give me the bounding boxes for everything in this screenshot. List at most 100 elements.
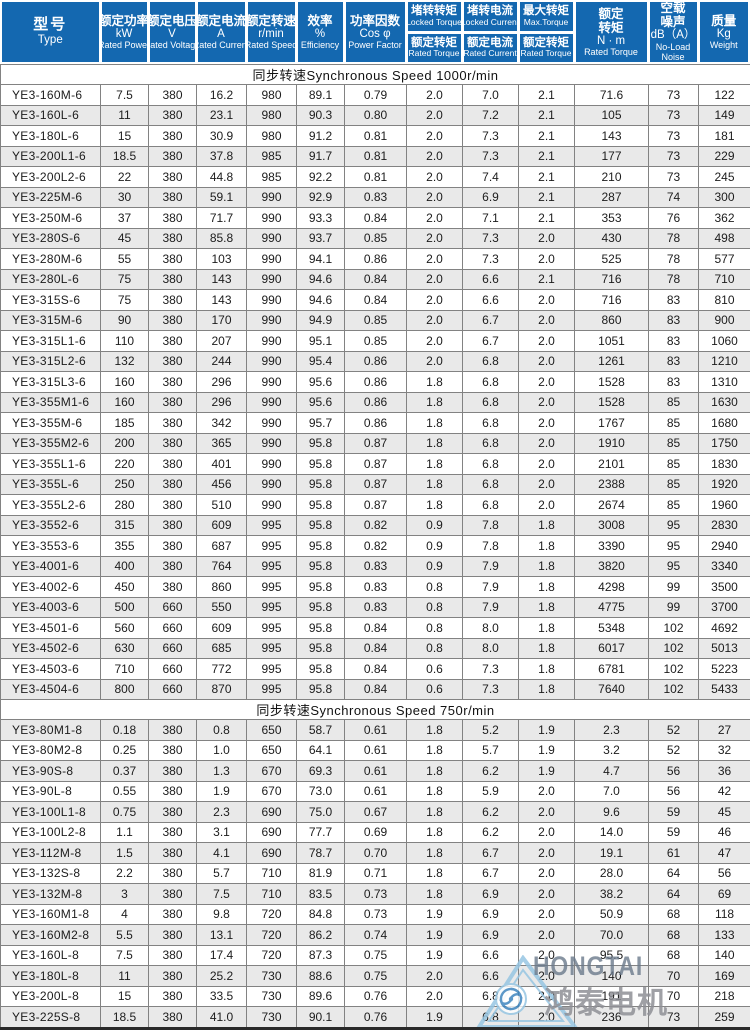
table-row: YE3-4503-6 710 660 772 995 95.8 0.84 0.6 7.3 1.8 6…	[0, 658, 750, 680]
value-cell: 5.7	[196, 862, 247, 884]
value-cell: 0.87	[344, 494, 407, 516]
value-cell: 730	[246, 1006, 297, 1028]
table-row: YE3-4002-6 450 380 860 995 95.8 0.83 0.8 7.9 1.8 4…	[0, 576, 750, 598]
value-cell: 450	[100, 576, 149, 598]
table-row: YE3-250M-6 37 380 71.7 990 93.3 0.84 2.0 7.1 2.1 3…	[0, 207, 750, 229]
header-label: Noise	[661, 52, 685, 62]
value-cell: 86.2	[296, 924, 345, 946]
value-cell: 143	[196, 289, 247, 311]
value-cell: 133	[697, 924, 750, 946]
value-cell: 61	[648, 842, 699, 864]
value-cell: 0.83	[344, 555, 407, 577]
value-cell: 15	[100, 985, 149, 1007]
value-cell: 2388	[574, 473, 649, 495]
value-cell: 73.0	[296, 780, 345, 802]
value-cell: 2.0	[518, 248, 575, 270]
value-cell: 85	[648, 391, 699, 413]
value-cell: 990	[246, 371, 297, 393]
model-cell: YE3-80M1-8	[0, 719, 101, 741]
table-row: YE3-4003-6 500 660 550 995 95.8 0.83 0.8 7.9 1.8 4…	[0, 596, 750, 618]
value-cell: 27	[697, 719, 750, 741]
value-cell: 6.2	[462, 801, 519, 823]
model-cell: YE3-160L-6	[0, 104, 101, 126]
value-cell: 400	[100, 555, 149, 577]
value-cell: 95.8	[296, 555, 345, 577]
value-cell: 1.9	[518, 760, 575, 782]
value-cell: 380	[148, 739, 197, 761]
value-cell: 68	[648, 924, 699, 946]
value-cell: 64.1	[296, 739, 345, 761]
header-label: V	[168, 27, 176, 40]
value-cell: 1.8	[406, 453, 463, 475]
value-cell: 83.5	[296, 883, 345, 905]
value-cell: 118	[697, 903, 750, 925]
value-cell: 245	[697, 166, 750, 188]
header-column: 最大转矩 Max.Torque 额定转矩 Rated Torque	[518, 0, 574, 64]
model-cell: YE3-80M2-8	[0, 739, 101, 761]
value-cell: 2.0	[518, 412, 575, 434]
value-cell: 6.2	[462, 821, 519, 843]
value-cell: 990	[246, 248, 297, 270]
value-cell: 8.0	[462, 617, 519, 639]
value-cell: 0.84	[344, 658, 407, 680]
value-cell: 78	[648, 227, 699, 249]
value-cell: 102	[648, 658, 699, 680]
value-cell: 380	[148, 883, 197, 905]
table-row: YE3-90S-8 0.37 380 1.3 670 69.3 0.61 1.8 6.2 1.9 4…	[0, 760, 750, 782]
value-cell: 380	[148, 104, 197, 126]
value-cell: 90.3	[296, 104, 345, 126]
value-cell: 380	[148, 186, 197, 208]
table-row: YE3-315L1-6 110 380 207 990 95.1 0.85 2.0 6.7 2.0…	[0, 330, 750, 352]
value-cell: 0.85	[344, 227, 407, 249]
value-cell: 710	[246, 862, 297, 884]
value-cell: 75	[100, 268, 149, 290]
value-cell: 990	[246, 494, 297, 516]
value-cell: 2.3	[196, 801, 247, 823]
value-cell: 0.73	[344, 883, 407, 905]
value-cell: 380	[148, 412, 197, 434]
value-cell: 355	[100, 535, 149, 557]
model-cell: YE3-355M1-6	[0, 391, 101, 413]
value-cell: 95.8	[296, 637, 345, 659]
model-cell: YE3-355M-6	[0, 412, 101, 434]
value-cell: 1.8	[406, 862, 463, 884]
value-cell: 6.8	[462, 432, 519, 454]
value-cell: 342	[196, 412, 247, 434]
value-cell: 244	[196, 350, 247, 372]
value-cell: 2.0	[518, 944, 575, 966]
value-cell: 0.61	[344, 739, 407, 761]
value-cell: 2.1	[518, 186, 575, 208]
value-cell: 401	[196, 453, 247, 475]
value-cell: 85	[648, 432, 699, 454]
header-label: A	[217, 27, 225, 40]
value-cell: 1.8	[406, 494, 463, 516]
spec-table: 同步转速Synchronous Speed 1000r/min YE3-160M-…	[0, 64, 750, 1028]
value-cell: 17.4	[196, 944, 247, 966]
value-cell: 0.76	[344, 985, 407, 1007]
value-cell: 1.8	[518, 596, 575, 618]
header-cell-top: 堵转电流 Locked Current	[463, 2, 517, 31]
model-cell: YE3-200L2-6	[0, 166, 101, 188]
value-cell: 5013	[697, 637, 750, 659]
value-cell: 6.8	[462, 350, 519, 372]
value-cell: 6.8	[462, 391, 519, 413]
model-cell: YE3-355L1-6	[0, 453, 101, 475]
value-cell: 71.7	[196, 207, 247, 229]
value-cell: 1.8	[406, 801, 463, 823]
value-cell: 0.55	[100, 780, 149, 802]
value-cell: 1528	[574, 371, 649, 393]
header-label: Rated Current	[198, 40, 245, 51]
value-cell: 91.7	[296, 145, 345, 167]
value-cell: 810	[697, 289, 750, 311]
model-cell: YE3-355L-6	[0, 473, 101, 495]
value-cell: 5433	[697, 678, 750, 700]
header-cell: 额定 转矩 N · m Rated Torque	[575, 2, 647, 62]
value-cell: 2.0	[406, 248, 463, 270]
value-cell: 18.5	[100, 145, 149, 167]
value-cell: 177	[574, 145, 649, 167]
value-cell: 85	[648, 412, 699, 434]
value-cell: 73	[648, 104, 699, 126]
value-cell: 1051	[574, 330, 649, 352]
value-cell: 380	[148, 924, 197, 946]
value-cell: 2.0	[518, 821, 575, 843]
